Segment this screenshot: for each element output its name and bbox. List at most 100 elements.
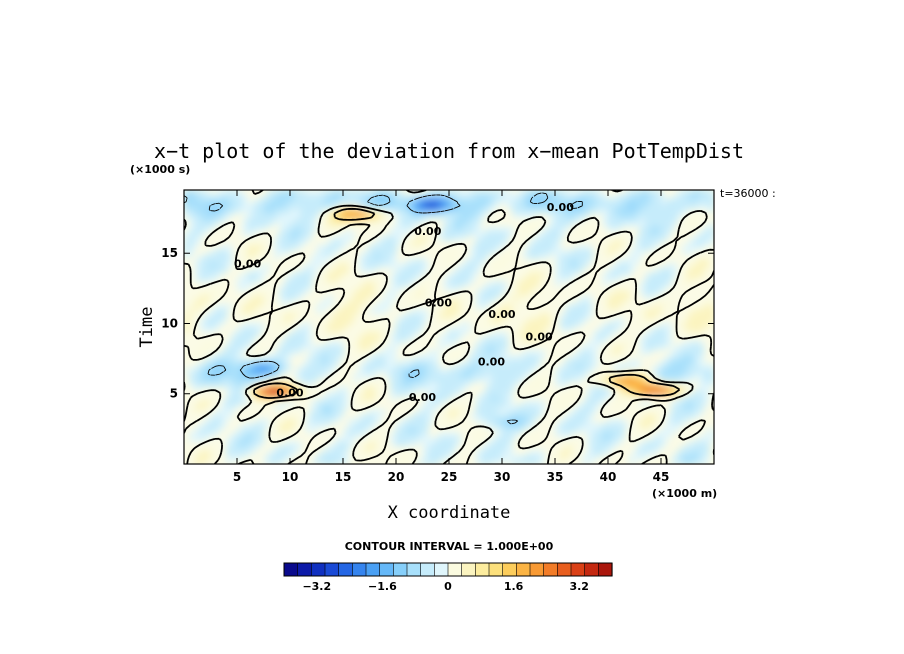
field-cell [608,354,614,360]
field-cell [433,212,439,218]
field-cell [634,217,641,223]
field-cell [443,231,450,237]
field-cell [655,212,662,218]
field-cell [189,208,196,214]
field-cell [491,400,498,406]
field-cell [581,345,588,351]
field-cell [560,249,567,255]
field-cell [242,249,249,255]
field-cell [252,217,259,223]
field-cell [258,368,265,374]
field-cell [438,390,445,397]
field-cell [274,459,280,464]
field-cell [221,208,227,214]
field-cell [189,299,196,305]
field-cell [597,190,604,196]
field-cell [443,212,450,218]
field-cell [687,368,694,374]
field-cell [411,267,418,273]
field-cell [560,450,567,456]
field-cell [517,194,524,200]
field-cell [639,217,646,223]
field-cell [634,358,641,365]
field-cell [475,235,482,241]
field-cell [433,436,439,442]
field-cell [353,418,360,424]
field-cell [332,281,339,287]
field-cell [274,190,280,196]
field-cell [305,354,312,360]
field-cell [687,276,694,282]
field-cell [231,336,238,342]
field-cell [337,322,344,328]
field-cell [433,395,439,401]
field-cell [390,208,397,214]
field-cell [698,317,704,324]
field-cell [422,432,429,438]
field-cell [358,345,365,351]
field-cell [581,400,588,406]
field-cell [417,354,424,360]
field-cell [385,190,392,196]
field-cell [385,199,392,205]
field-cell [311,226,318,232]
field-cell [438,450,445,456]
field-cell [327,413,333,419]
field-cell [279,354,286,360]
field-cell [199,404,206,410]
field-cell [411,276,418,282]
field-cell [496,304,503,310]
field-cell [454,336,461,342]
field-cell [666,432,673,438]
field-cell [300,190,307,196]
field-cell [544,317,551,324]
field-cell [581,372,588,378]
field-cell [698,354,704,360]
field-cell [199,276,206,282]
field-cell [427,390,434,397]
field-cell [401,422,408,429]
field-cell [528,208,535,214]
field-cell [194,272,201,278]
field-cell [374,386,381,392]
field-cell [343,208,349,214]
field-cell [682,199,689,205]
field-cell [237,436,243,442]
field-cell [221,372,227,378]
field-cell [634,377,641,383]
field-cell [374,354,381,360]
field-cell [666,395,673,401]
field-cell [586,208,593,214]
field-cell [433,372,439,378]
field-cell [237,285,243,292]
field-cell [586,441,593,447]
field-cell [523,336,530,342]
field-cell [422,377,429,383]
field-cell [645,272,651,278]
field-cell [226,258,233,264]
field-cell [645,445,651,451]
field-cell [226,436,233,442]
field-cell [666,418,673,424]
field-cell [666,372,673,378]
field-cell [560,190,567,196]
field-cell [237,445,243,451]
field-cell [666,217,673,223]
field-cell [486,422,492,429]
field-cell [581,363,588,369]
field-cell [502,253,508,260]
field-cell [279,340,286,346]
field-cell [687,441,694,447]
field-cell [263,422,270,429]
field-cell [274,235,280,241]
field-cell [639,413,646,419]
field-cell [639,454,646,461]
field-cell [327,331,333,337]
field-cell [433,194,439,200]
field-cell [586,413,593,419]
field-cell [533,267,540,273]
field-cell [581,413,588,419]
field-cell [592,345,598,351]
field-cell [676,368,683,374]
field-cell [692,258,699,264]
